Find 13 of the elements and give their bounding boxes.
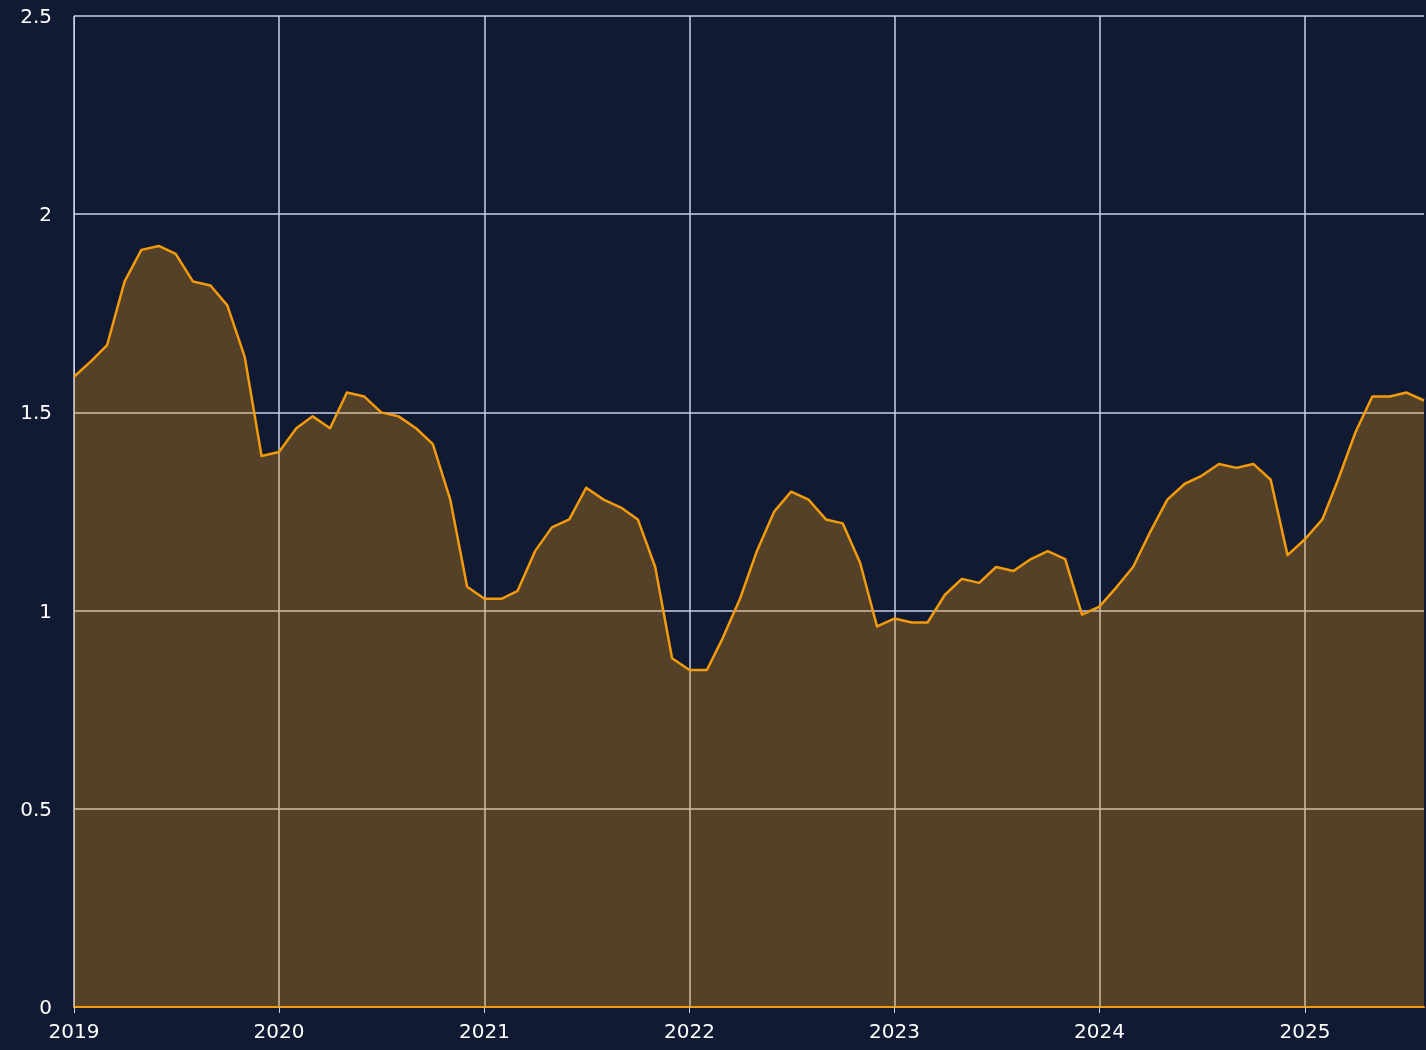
x-tick-label: 2025 bbox=[1279, 1019, 1331, 1043]
x-tick-label: 2019 bbox=[48, 1019, 100, 1043]
x-tick-label: 2023 bbox=[868, 1019, 920, 1043]
x-tick-label: 2024 bbox=[1073, 1019, 1125, 1043]
x-tick-label: 2022 bbox=[664, 1019, 715, 1043]
y-tick-label: 0 bbox=[39, 995, 52, 1019]
x-tick-label: 2020 bbox=[253, 1019, 305, 1043]
y-tick-label: 1 bbox=[39, 598, 52, 623]
y-tick-label: 2 bbox=[39, 202, 52, 227]
y-tick-label: 0.5 bbox=[20, 796, 52, 821]
x-tick-label: 2021 bbox=[459, 1019, 510, 1043]
y-tick-label: 2.5 bbox=[20, 4, 52, 28]
y-tick-label: 1.5 bbox=[20, 400, 52, 425]
